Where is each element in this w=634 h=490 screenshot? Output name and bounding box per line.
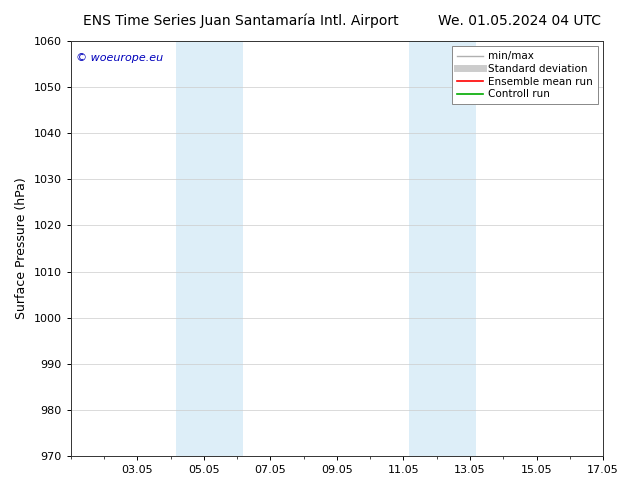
Text: ENS Time Series Juan Santamaría Intl. Airport: ENS Time Series Juan Santamaría Intl. Ai…	[83, 14, 399, 28]
Text: © woeurope.eu: © woeurope.eu	[76, 53, 163, 64]
Text: We. 01.05.2024 04 UTC: We. 01.05.2024 04 UTC	[438, 14, 602, 28]
Bar	[409, 41, 476, 456]
Y-axis label: Surface Pressure (hPa): Surface Pressure (hPa)	[15, 178, 28, 319]
Bar	[176, 41, 243, 456]
Legend: min/max, Standard deviation, Ensemble mean run, Controll run: min/max, Standard deviation, Ensemble me…	[451, 46, 598, 104]
